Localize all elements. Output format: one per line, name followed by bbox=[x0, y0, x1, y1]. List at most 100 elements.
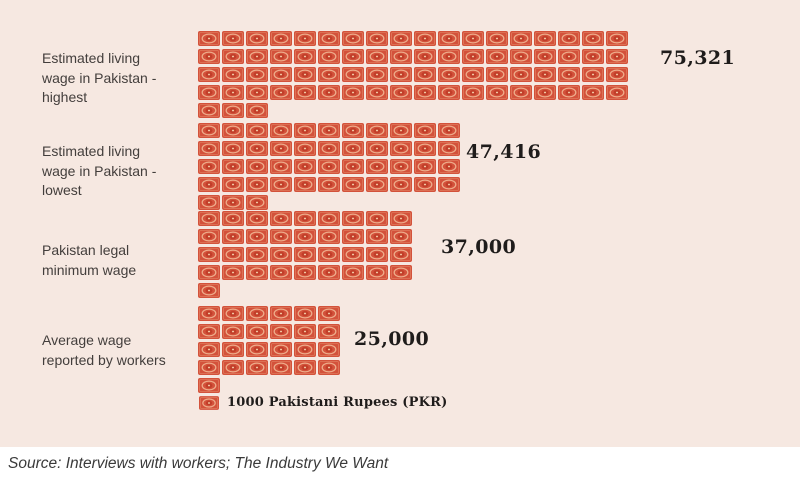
category-label-line: reported by workers bbox=[42, 351, 166, 368]
banknote-icon bbox=[438, 159, 460, 174]
banknote-icon bbox=[270, 31, 292, 46]
banknote-icon bbox=[438, 31, 460, 46]
banknote-icon bbox=[246, 306, 268, 321]
banknote-icon bbox=[414, 67, 436, 82]
value-label: 75,321 bbox=[660, 47, 736, 69]
banknote-grid bbox=[198, 31, 628, 118]
banknote-icon bbox=[342, 123, 364, 138]
banknote-icon bbox=[199, 395, 219, 410]
banknote-icon bbox=[294, 31, 316, 46]
banknote-icon bbox=[198, 31, 220, 46]
banknote-icon bbox=[222, 31, 244, 46]
banknote-icon bbox=[390, 31, 412, 46]
banknote-icon bbox=[558, 31, 580, 46]
banknote-icon bbox=[414, 31, 436, 46]
category-label-line: lowest bbox=[42, 182, 82, 198]
banknote-icon bbox=[342, 49, 364, 64]
banknote-icon bbox=[462, 49, 484, 64]
banknote-icon bbox=[582, 67, 604, 82]
banknote-icon bbox=[198, 195, 220, 210]
banknote-icon bbox=[270, 229, 292, 244]
banknote-icon bbox=[366, 141, 388, 156]
banknote-icon bbox=[270, 177, 292, 192]
banknote-icon bbox=[414, 49, 436, 64]
banknote-icon bbox=[270, 159, 292, 174]
banknote-icon bbox=[462, 31, 484, 46]
banknote-icon bbox=[486, 67, 508, 82]
banknote-icon bbox=[294, 85, 316, 100]
banknote-icon bbox=[294, 324, 316, 339]
banknote-icon bbox=[294, 229, 316, 244]
banknote-icon bbox=[558, 49, 580, 64]
banknote-icon bbox=[246, 342, 268, 357]
banknote-icon bbox=[318, 360, 340, 375]
banknote-icon bbox=[246, 247, 268, 262]
banknote-icon bbox=[198, 306, 220, 321]
banknote-icon bbox=[294, 306, 316, 321]
value-label: 25,000 bbox=[354, 328, 430, 350]
banknote-icon bbox=[222, 342, 244, 357]
banknote-icon bbox=[366, 177, 388, 192]
banknote-icon bbox=[198, 159, 220, 174]
banknote-icon bbox=[582, 85, 604, 100]
banknote-icon bbox=[222, 85, 244, 100]
banknote-icon bbox=[294, 360, 316, 375]
banknote-icon bbox=[222, 103, 244, 118]
chart-panel: Estimated living wage in Pakistan - highes… bbox=[0, 0, 800, 447]
banknote-icon bbox=[534, 85, 556, 100]
banknote-icon bbox=[342, 247, 364, 262]
banknote-icon bbox=[390, 265, 412, 280]
banknote-icon bbox=[222, 159, 244, 174]
banknote-icon bbox=[366, 265, 388, 280]
banknote-icon bbox=[390, 247, 412, 262]
banknote-icon bbox=[486, 49, 508, 64]
banknote-icon bbox=[438, 49, 460, 64]
banknote-icon bbox=[270, 67, 292, 82]
banknote-icon bbox=[294, 159, 316, 174]
banknote-icon bbox=[342, 159, 364, 174]
category-label-line: minimum wage bbox=[42, 261, 137, 278]
banknote-icon bbox=[198, 229, 220, 244]
banknote-icon bbox=[294, 49, 316, 64]
banknote-icon bbox=[390, 211, 412, 226]
banknote-grid bbox=[198, 211, 412, 298]
banknote-icon bbox=[534, 49, 556, 64]
banknote-icon bbox=[606, 85, 628, 100]
banknote-icon bbox=[198, 177, 220, 192]
banknote-icon bbox=[270, 211, 292, 226]
banknote-icon bbox=[198, 378, 220, 393]
banknote-icon bbox=[222, 306, 244, 321]
banknote-icon bbox=[318, 31, 340, 46]
banknote-icon bbox=[390, 177, 412, 192]
value-label: 37,000 bbox=[441, 236, 517, 258]
banknote-icon bbox=[438, 141, 460, 156]
banknote-icon bbox=[318, 67, 340, 82]
banknote-icon bbox=[246, 159, 268, 174]
banknote-icon bbox=[414, 85, 436, 100]
banknote-icon bbox=[534, 67, 556, 82]
banknote-icon bbox=[270, 85, 292, 100]
banknote-icon bbox=[414, 123, 436, 138]
category-label-line: highest bbox=[42, 89, 88, 105]
banknote-icon bbox=[198, 247, 220, 262]
banknote-icon bbox=[246, 49, 268, 64]
value-label: 47,416 bbox=[466, 141, 542, 163]
banknote-icon bbox=[510, 85, 532, 100]
banknote-icon bbox=[318, 211, 340, 226]
banknote-icon bbox=[198, 265, 220, 280]
banknote-icon bbox=[294, 177, 316, 192]
banknote-icon bbox=[270, 342, 292, 357]
banknote-icon bbox=[318, 324, 340, 339]
banknote-icon bbox=[414, 177, 436, 192]
category-label-line: Pakistan legal bbox=[42, 242, 130, 258]
banknote-icon bbox=[222, 123, 244, 138]
banknote-icon bbox=[390, 85, 412, 100]
banknote-icon bbox=[198, 211, 220, 226]
banknote-icon bbox=[438, 85, 460, 100]
banknote-icon bbox=[510, 31, 532, 46]
banknote-icon bbox=[342, 141, 364, 156]
banknote-icon bbox=[198, 103, 220, 118]
banknote-icon bbox=[294, 67, 316, 82]
banknote-icon bbox=[198, 49, 220, 64]
banknote-icon bbox=[366, 31, 388, 46]
